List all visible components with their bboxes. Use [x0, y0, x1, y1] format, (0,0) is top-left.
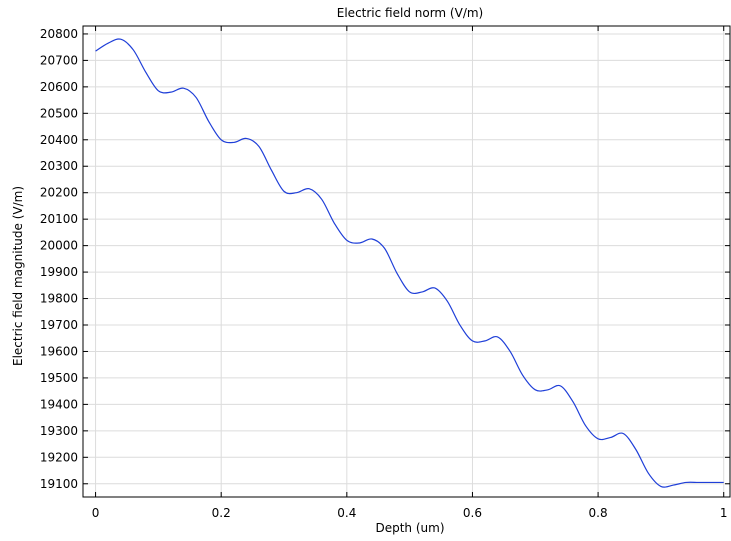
y-tick-label: 20400 — [40, 133, 78, 147]
y-tick-label: 20800 — [40, 27, 78, 41]
y-tick-label: 19200 — [40, 450, 78, 464]
chart-title: Electric field norm (V/m) — [337, 6, 483, 20]
y-tick-label: 20300 — [40, 159, 78, 173]
y-tick-label: 20100 — [40, 212, 78, 226]
electric-field-line — [95, 38, 724, 488]
y-tick-label: 19100 — [40, 477, 78, 491]
series-layer — [95, 38, 724, 488]
y-tick-label: 19400 — [40, 397, 78, 411]
y-tick-label: 20700 — [40, 53, 78, 67]
x-tick-label: 0.2 — [212, 506, 231, 520]
y-tick-label: 19700 — [40, 318, 78, 332]
x-tick-label: 0.8 — [589, 506, 608, 520]
x-axis-label: Depth (um) — [375, 521, 444, 535]
y-tick-label: 20000 — [40, 239, 78, 253]
x-tick-label: 0.4 — [337, 506, 356, 520]
axis-ticks: 0 0.2 0.4 0.6 0.8 1 19100 19200 19300 19400 19500 1… — [40, 26, 730, 520]
y-axis-label: Electric field magnitude (V/m) — [11, 186, 25, 366]
x-tick-label: 1 — [720, 506, 728, 520]
y-tick-label: 19600 — [40, 344, 78, 358]
x-tick-label: 0.6 — [463, 506, 482, 520]
y-tick-label: 20500 — [40, 106, 78, 120]
plot-frame — [82, 25, 731, 498]
y-tick-label: 20600 — [40, 80, 78, 94]
x-tick-label: 0 — [92, 506, 100, 520]
y-tick-label: 19300 — [40, 424, 78, 438]
grid-lines — [83, 26, 730, 497]
y-tick-label: 19900 — [40, 265, 78, 279]
y-tick-label: 20200 — [40, 186, 78, 200]
y-tick-label: 19500 — [40, 371, 78, 385]
y-tick-label: 19800 — [40, 292, 78, 306]
